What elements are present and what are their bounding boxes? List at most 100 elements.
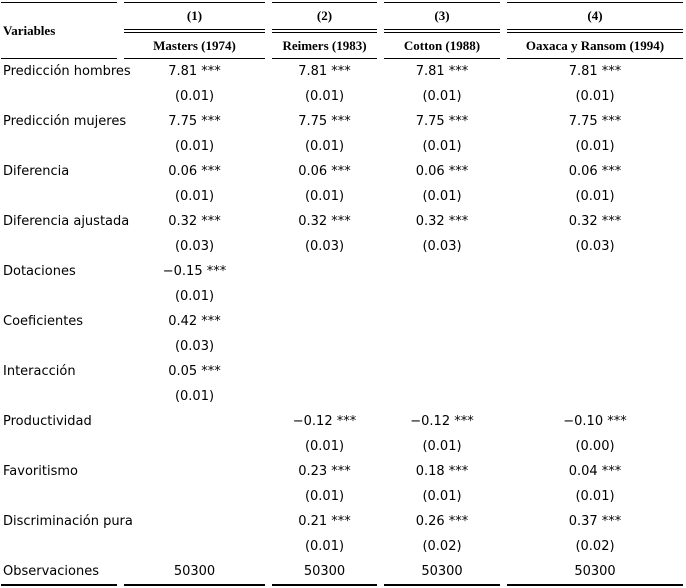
std-error-row: (0.01) <box>1 384 683 409</box>
observations-value-4: 50300 <box>507 559 683 586</box>
row-label: Dotaciones <box>3 264 76 279</box>
row-label: Diferencia ajustada <box>3 214 130 229</box>
estimate-value: 0.21 *** <box>298 514 351 529</box>
std-error-value: (0.00) <box>575 439 615 454</box>
std-error-row: (0.01) (0.01) (0.01) (0.01) <box>1 184 683 209</box>
empty-cell <box>124 534 265 559</box>
std-error-value: (0.03) <box>422 239 462 254</box>
empty-cell <box>272 259 377 284</box>
std-error-value: (0.01) <box>304 489 345 504</box>
empty-cell <box>507 384 683 409</box>
observations-row: Observaciones 50300 50300 50300 50300 <box>1 559 683 586</box>
row-label: Favoritismo <box>3 464 78 479</box>
empty-label-cell <box>1 334 117 359</box>
estimate-row: Productividad −0.12 *** −0.12 *** −0.10 *** <box>1 409 683 434</box>
estimate-row: Predicción mujeres 7.75 *** 7.75 *** 7.75 *… <box>1 109 683 134</box>
estimate-value: 0.32 *** <box>568 214 622 229</box>
empty-cell <box>124 484 265 509</box>
empty-cell <box>384 384 500 409</box>
table-header: Variables (1) (2) (3) (4) Masters (1974)… <box>1 2 683 59</box>
column-number-2: (2) <box>272 2 377 33</box>
column-number-3: (3) <box>384 2 500 33</box>
observations-value-3: 50300 <box>384 559 500 586</box>
estimate-value: 0.26 *** <box>415 514 469 529</box>
column-name-oaxaca-ransom: Oaxaca y Ransom (1994) <box>507 33 683 59</box>
std-error-value: (0.01) <box>422 439 462 454</box>
estimate-value: 0.06 *** <box>168 164 221 179</box>
std-error-row: (0.01) <box>1 284 683 309</box>
estimate-row: Predicción hombres 7.81 *** 7.81 *** 7.81 *… <box>1 59 683 84</box>
empty-label-cell <box>1 234 117 259</box>
std-error-value: (0.01) <box>575 489 615 504</box>
empty-label-cell <box>1 484 117 509</box>
estimate-value: −0.12 *** <box>410 414 474 429</box>
empty-cell <box>507 359 683 384</box>
empty-label-cell <box>1 384 117 409</box>
row-label: Interacción <box>3 364 76 379</box>
empty-cell <box>272 309 377 334</box>
estimate-value: 0.06 *** <box>568 164 622 179</box>
std-error-value: (0.01) <box>304 89 345 104</box>
std-error-value: (0.01) <box>422 189 462 204</box>
std-error-value: (0.01) <box>174 139 215 154</box>
empty-cell <box>124 459 265 484</box>
std-error-value: (0.03) <box>174 339 215 354</box>
estimate-row: Dotaciones −0.15 *** <box>1 259 683 284</box>
column-number-4: (4) <box>507 2 683 33</box>
std-error-value: (0.01) <box>174 389 215 404</box>
empty-label-cell <box>1 84 117 109</box>
empty-cell <box>124 434 265 459</box>
std-error-value: (0.01) <box>575 189 615 204</box>
std-error-row: (0.01) (0.01) (0.00) <box>1 434 683 459</box>
row-label: Coeficientes <box>3 314 84 329</box>
estimate-value: 7.75 *** <box>568 114 622 129</box>
estimate-value: 0.37 *** <box>568 514 622 529</box>
estimate-value: −0.12 *** <box>292 414 357 429</box>
std-error-value: (0.01) <box>174 89 215 104</box>
empty-cell <box>272 334 377 359</box>
row-label: Diferencia <box>3 164 70 179</box>
std-error-row: (0.01) (0.01) (0.01) <box>1 484 683 509</box>
row-label: Discriminación pura <box>3 514 133 529</box>
column-name-cotton: Cotton (1988) <box>384 33 500 59</box>
estimate-row: Favoritismo 0.23 *** 0.18 *** 0.04 *** <box>1 459 683 484</box>
empty-cell <box>507 284 683 309</box>
empty-cell <box>384 359 500 384</box>
empty-label-cell <box>1 284 117 309</box>
std-error-value: (0.01) <box>422 489 462 504</box>
empty-cell <box>384 309 500 334</box>
empty-label-cell <box>1 134 117 159</box>
table-body: Predicción hombres 7.81 *** 7.81 *** 7.81 *… <box>1 59 683 559</box>
std-error-row: (0.01) (0.02) (0.02) <box>1 534 683 559</box>
std-error-value: (0.01) <box>304 539 345 554</box>
std-error-value: (0.01) <box>174 289 215 304</box>
estimate-value: −0.10 *** <box>563 414 627 429</box>
std-error-row: (0.03) (0.03) (0.03) (0.03) <box>1 234 683 259</box>
estimate-value: 0.32 *** <box>168 214 221 229</box>
estimate-value: 7.75 *** <box>298 114 351 129</box>
empty-cell <box>507 259 683 284</box>
empty-cell <box>384 259 500 284</box>
estimate-value: 0.06 *** <box>298 164 351 179</box>
std-error-value: (0.01) <box>304 189 345 204</box>
estimate-value: 0.06 *** <box>415 164 469 179</box>
std-error-value: (0.02) <box>422 539 462 554</box>
estimate-row: Diferencia ajustada 0.32 *** 0.32 *** 0.32 … <box>1 209 683 234</box>
estimate-value: 0.05 *** <box>168 364 221 379</box>
column-name-masters: Masters (1974) <box>124 33 265 59</box>
empty-cell <box>507 309 683 334</box>
std-error-value: (0.02) <box>575 539 615 554</box>
column-number-row: Variables (1) (2) (3) (4) <box>1 2 683 59</box>
estimate-row: Diferencia 0.06 *** 0.06 *** 0.06 *** 0.06 *… <box>1 159 683 184</box>
std-error-value: (0.01) <box>174 189 215 204</box>
empty-cell <box>384 334 500 359</box>
estimate-value: 0.18 *** <box>415 464 469 479</box>
estimate-value: 0.32 *** <box>298 214 351 229</box>
empty-cell <box>124 409 265 434</box>
estimate-row: Interacción 0.05 *** <box>1 359 683 384</box>
empty-cell <box>272 284 377 309</box>
std-error-value: (0.01) <box>575 139 615 154</box>
std-error-value: (0.01) <box>304 139 345 154</box>
estimate-row: Coeficientes 0.42 *** <box>1 309 683 334</box>
empty-label-cell <box>1 184 117 209</box>
